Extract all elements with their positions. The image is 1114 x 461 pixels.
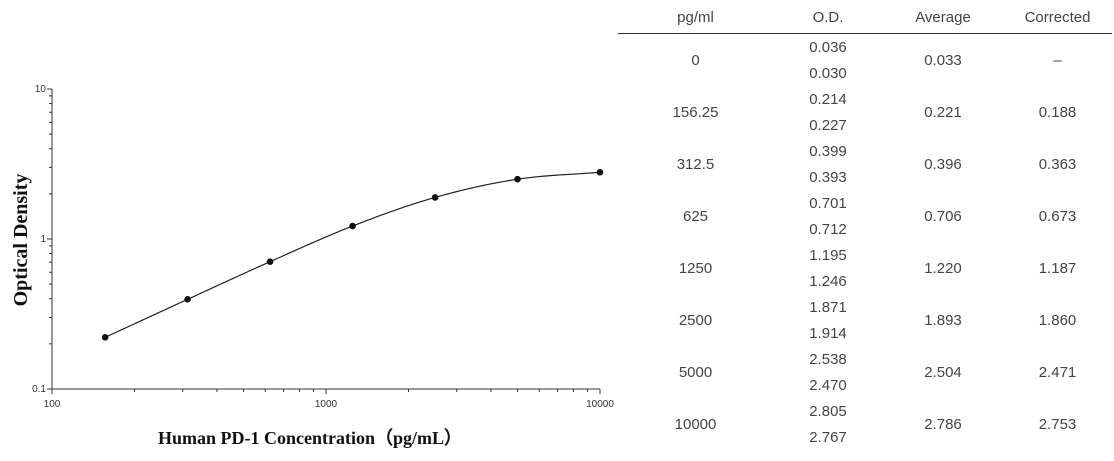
table-row: 0.712 xyxy=(618,216,1112,242)
conc-cell: 2500 xyxy=(678,311,713,329)
table-row: 156.25 0.214 0.221 0.188 xyxy=(618,86,1112,121)
header-average: Average xyxy=(883,1,1003,34)
y-tick-label: 0.1 xyxy=(32,384,46,395)
y-tick-label: 1 xyxy=(40,234,46,245)
data-point xyxy=(184,296,191,303)
od-cell: 1.871 xyxy=(809,298,847,316)
data-point xyxy=(349,222,356,230)
corrected-cell: – xyxy=(1053,51,1062,69)
od-cell: 0.701 xyxy=(809,194,847,212)
standard-curve-chart: 100 1000 10000 0.1 1 10 Optical Density Human… xyxy=(10,84,614,448)
od-cell: 0.036 xyxy=(809,38,847,56)
od-cell: 2.767 xyxy=(809,428,847,446)
average-cell: 2.504 xyxy=(924,363,962,381)
corrected-cell: 1.187 xyxy=(1038,259,1077,277)
average-cell: 1.893 xyxy=(924,311,962,329)
od-table-panel: pg/ml O.D. Average Corrected 0 0.036 0.033… xyxy=(618,1,1112,450)
data-point xyxy=(266,258,274,265)
fit-curve xyxy=(104,171,601,338)
od-cell: 1.246 xyxy=(809,272,847,290)
data-point xyxy=(101,334,109,341)
table-row: 0.393 xyxy=(618,164,1112,190)
od-cell: 2.470 xyxy=(809,376,847,394)
od-cell: 0.712 xyxy=(809,220,847,238)
corrected-cell: 0.673 xyxy=(1038,207,1077,225)
y-axis-title: Optical Density xyxy=(10,174,32,307)
corrected-cell: 2.471 xyxy=(1038,363,1077,381)
corrected-cell: 0.188 xyxy=(1038,103,1077,121)
ticks-layer: 100 1000 10000 0.1 1 10 xyxy=(32,84,614,410)
od-cell: 0.399 xyxy=(809,142,847,160)
table-row: 1.914 xyxy=(618,320,1112,346)
conc-cell: 0 xyxy=(691,51,700,69)
table-body: 0 0.036 0.033 – 0.030 156.25 0.214 0.221 0.188 0.… xyxy=(618,34,1112,451)
table-row: 2500 1.871 1.893 1.860 xyxy=(618,294,1112,329)
chart-svg: 100 1000 10000 0.1 1 10 Optical Density Human… xyxy=(10,84,614,448)
table-row: 5000 2.538 2.504 2.471 xyxy=(618,346,1112,381)
data-point xyxy=(431,194,439,201)
data-point xyxy=(596,168,604,176)
table-row: 0 0.036 0.033 – xyxy=(618,34,1112,69)
table-row: 10000 2.805 2.786 2.753 xyxy=(618,398,1112,433)
od-cell: 2.538 xyxy=(809,350,847,368)
x-tick-label: 1000 xyxy=(315,399,338,410)
table-row: 0.227 xyxy=(618,112,1112,138)
table-row: 1.246 xyxy=(618,268,1112,294)
average-cell: 0.706 xyxy=(924,207,962,225)
od-table: pg/ml O.D. Average Corrected 0 0.036 0.033… xyxy=(618,1,1112,450)
conc-cell: 156.25 xyxy=(672,103,719,121)
table-row: 2.767 xyxy=(618,424,1112,450)
average-cell: 0.221 xyxy=(924,103,962,121)
conc-cell: 5000 xyxy=(678,363,713,381)
table-header-row: pg/ml O.D. Average Corrected xyxy=(618,1,1112,34)
corrected-cell: 0.363 xyxy=(1038,155,1077,173)
od-cell: 0.227 xyxy=(809,116,847,134)
x-tick-label: 10000 xyxy=(586,399,614,410)
x-tick-label: 100 xyxy=(44,399,61,410)
x-axis-title: Human PD-1 Concentration（pg/mL） xyxy=(158,428,462,448)
od-cell: 2.805 xyxy=(809,402,847,420)
od-cell: 1.195 xyxy=(809,246,847,264)
table-row: 1250 1.195 1.220 1.187 xyxy=(618,242,1112,277)
table-row: 2.470 xyxy=(618,372,1112,398)
conc-cell: 10000 xyxy=(674,415,717,433)
average-cell: 2.786 xyxy=(924,415,962,433)
od-cell: 0.030 xyxy=(809,64,847,82)
conc-cell: 625 xyxy=(682,207,709,225)
corrected-cell: 2.753 xyxy=(1038,415,1077,433)
header-od: O.D. xyxy=(773,1,883,34)
average-cell: 0.033 xyxy=(924,51,962,69)
conc-cell: 1250 xyxy=(678,259,713,277)
od-cell: 0.214 xyxy=(809,90,847,108)
table-row: 625 0.701 0.706 0.673 xyxy=(618,190,1112,225)
average-cell: 1.220 xyxy=(924,259,962,277)
points-layer xyxy=(101,168,604,341)
y-tick-label: 10 xyxy=(35,84,47,95)
table-row: 0.030 xyxy=(618,60,1112,86)
od-cell: 1.914 xyxy=(809,324,847,342)
table-row: 312.5 0.399 0.396 0.363 xyxy=(618,138,1112,173)
corrected-cell: 1.860 xyxy=(1038,311,1077,329)
header-corrected: Corrected xyxy=(1003,1,1112,34)
header-conc: pg/ml xyxy=(618,1,773,34)
average-cell: 0.396 xyxy=(924,155,962,173)
od-cell: 0.393 xyxy=(809,168,847,186)
conc-cell: 312.5 xyxy=(676,155,715,173)
data-point xyxy=(514,175,521,183)
